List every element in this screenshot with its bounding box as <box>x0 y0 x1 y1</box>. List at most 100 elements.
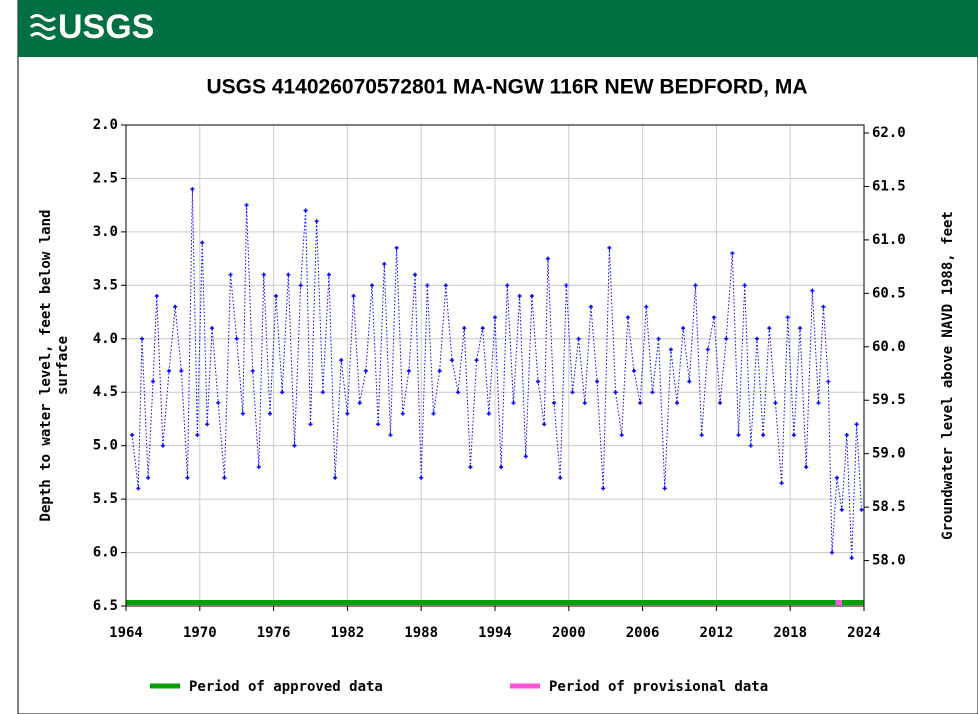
data-point <box>564 283 569 288</box>
data-point <box>130 432 135 437</box>
data-point <box>419 475 424 480</box>
data-point <box>748 443 753 448</box>
data-point <box>333 475 338 480</box>
chart-title: USGS 414026070572801 MA-NGW 116R NEW BED… <box>206 76 807 99</box>
data-point <box>595 379 600 384</box>
data-point <box>761 432 766 437</box>
data-point <box>210 326 215 331</box>
x-tick-label: 1970 <box>183 625 217 641</box>
data-point <box>250 368 255 373</box>
data-point <box>154 294 159 299</box>
y-tick-label: 6.0 <box>93 545 118 561</box>
data-point <box>303 208 308 213</box>
data-point <box>167 368 172 373</box>
y-tick-label: 5.5 <box>93 491 118 507</box>
data-point <box>730 251 735 256</box>
x-tick-label: 2006 <box>626 625 660 641</box>
y2-tick-label: 62.0 <box>872 125 906 141</box>
data-point <box>804 465 809 470</box>
data-point <box>244 203 249 208</box>
x-tick-label: 1982 <box>331 625 365 641</box>
logo: USGS <box>58 8 154 46</box>
data-point <box>681 326 686 331</box>
data-point <box>773 400 778 405</box>
data-point <box>370 283 374 288</box>
data-point <box>511 400 516 405</box>
data-point <box>613 390 618 395</box>
data-point <box>314 219 319 224</box>
data-point <box>292 443 297 448</box>
header-band <box>18 0 978 57</box>
page-frame <box>17 0 978 714</box>
y-tick-label: 2.0 <box>93 117 118 133</box>
data-point <box>376 422 381 427</box>
data-point <box>468 465 473 470</box>
data-point <box>668 347 673 352</box>
data-point <box>394 245 399 250</box>
x-tick-label: 1994 <box>478 625 512 641</box>
data-point <box>558 475 563 480</box>
data-point <box>413 272 418 277</box>
data-point <box>326 272 331 277</box>
data-point <box>705 347 710 352</box>
data-point <box>849 555 854 560</box>
x-tick-label: 2018 <box>773 625 807 641</box>
data-point <box>798 326 803 331</box>
data-point <box>650 390 655 395</box>
data-point <box>834 475 839 480</box>
data-point <box>388 432 393 437</box>
x-tick-label: 1964 <box>109 625 143 641</box>
y-tick-label: 2.5 <box>93 170 118 186</box>
data-point <box>619 432 624 437</box>
data-point <box>222 475 227 480</box>
data-point <box>742 283 747 288</box>
y-tick-label: 4.0 <box>93 331 118 347</box>
y2-tick-label: 60.0 <box>872 339 906 355</box>
period-bar <box>841 600 864 605</box>
data-point <box>443 283 448 288</box>
data-point <box>345 411 350 416</box>
data-point <box>173 304 178 309</box>
data-point <box>662 486 667 491</box>
x-tick-label: 2000 <box>552 625 586 641</box>
data-point <box>449 358 454 363</box>
data-point <box>274 294 279 299</box>
data-point <box>505 283 510 288</box>
data-point <box>146 475 151 480</box>
period-bar <box>835 600 842 605</box>
y2-tick-label: 58.0 <box>872 553 906 569</box>
data-point <box>406 368 411 373</box>
data-point <box>711 315 716 320</box>
data-point <box>839 507 844 512</box>
data-point <box>767 326 772 331</box>
data-point <box>474 358 479 363</box>
data-point <box>298 283 303 288</box>
data-point <box>357 400 362 405</box>
x-tick-label: 2012 <box>700 625 734 641</box>
data-point <box>267 411 272 416</box>
y-axis-label: Depth to water level, feet below land <box>38 210 54 522</box>
data-point <box>256 465 261 470</box>
data-point <box>320 390 325 395</box>
y-tick-label: 6.5 <box>93 598 118 614</box>
data-point <box>687 379 692 384</box>
data-point <box>607 245 612 250</box>
data-point <box>493 315 497 320</box>
data-point <box>601 486 606 491</box>
x-tick-label: 1976 <box>257 625 291 641</box>
y-tick-label: 3.5 <box>93 277 118 293</box>
y2-tick-label: 61.5 <box>872 178 906 194</box>
data-point <box>228 272 233 277</box>
data-point <box>160 443 165 448</box>
data-point <box>542 422 547 427</box>
data-point <box>570 390 575 395</box>
data-point <box>462 326 467 331</box>
data-point <box>486 411 491 416</box>
data-point <box>351 294 356 299</box>
data-point <box>431 411 436 416</box>
data-point <box>339 358 344 363</box>
data-point <box>638 400 643 405</box>
data-point <box>425 283 430 288</box>
x-tick-label: 2024 <box>847 625 881 641</box>
